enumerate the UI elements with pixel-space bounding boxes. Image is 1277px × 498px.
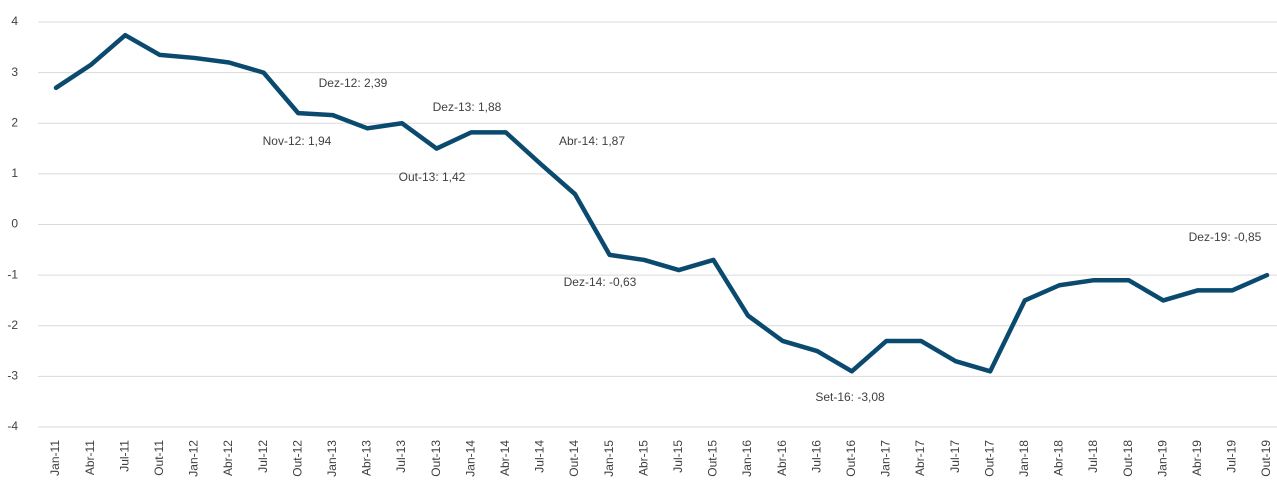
x-tick-label: Abr-16: [775, 440, 789, 476]
x-tick-label: Out-15: [706, 440, 720, 477]
x-tick-label: Jul-18: [1086, 440, 1100, 473]
y-tick-label: 1: [11, 166, 18, 180]
x-tick-label: Out-16: [844, 440, 858, 477]
y-tick-label: -4: [7, 419, 18, 433]
x-tick-label: Jan-14: [463, 440, 477, 477]
annotation: Dez-13: 1,88: [433, 100, 502, 114]
x-tick-label: Jul-19: [1225, 440, 1239, 473]
y-tick-label: 4: [11, 14, 18, 28]
x-tick-label: Abr-11: [83, 440, 97, 475]
annotation: Dez-19: -0,85: [1189, 230, 1262, 244]
x-tick-label: Abr-19: [1190, 440, 1204, 476]
x-tick-label: Jul-14: [533, 440, 547, 473]
y-tick-label: 2: [11, 115, 18, 129]
x-tick-label: Jan-12: [187, 440, 201, 477]
y-tick-label: -2: [7, 318, 18, 332]
x-tick-label: Out-19: [1259, 440, 1273, 477]
y-tick-label: -1: [7, 267, 18, 281]
x-tick-label: Out-18: [1121, 440, 1135, 477]
x-tick-label: Jul-15: [671, 440, 685, 473]
x-tick-label: Out-11: [152, 440, 166, 476]
annotation: Dez-12: 2,39: [319, 76, 388, 90]
x-tick-label: Jan-18: [1017, 440, 1031, 477]
x-tick-label: Jul-13: [394, 440, 408, 473]
y-tick-label: 0: [11, 217, 18, 231]
x-tick-label: Abr-15: [636, 440, 650, 476]
x-tick-label: Jan-11: [48, 440, 62, 476]
annotation: Set-16: -3,08: [815, 390, 885, 404]
annotation: Abr-14: 1,87: [559, 134, 625, 148]
x-tick-label: Jul-16: [809, 440, 823, 473]
data-line: [53, 32, 1270, 374]
y-tick-label: 3: [11, 65, 18, 79]
annotation: Nov-12: 1,94: [263, 134, 332, 148]
x-tick-label: Abr-14: [498, 440, 512, 476]
x-tick-label: Jan-19: [1155, 440, 1169, 477]
x-tick-label: Jan-15: [602, 440, 616, 477]
x-tick-label: Abr-12: [221, 440, 235, 476]
x-tick-label: Jan-16: [740, 440, 754, 477]
x-tick-label: Out-14: [567, 440, 581, 477]
x-tick-label: Jul-17: [948, 440, 962, 473]
x-tick-label: Jul-11: [117, 440, 131, 472]
x-tick-label: Abr-13: [360, 440, 374, 476]
x-tick-label: Out-17: [982, 440, 996, 477]
x-tick-label: Jul-12: [256, 440, 270, 473]
y-tick-label: -3: [7, 369, 18, 383]
x-tick-label: Jan-17: [879, 440, 893, 477]
annotation: Out-13: 1,42: [399, 170, 466, 184]
x-tick-label: Abr-17: [913, 440, 927, 476]
x-tick-label: Jan-13: [325, 440, 339, 477]
annotation: Dez-14: -0,63: [564, 275, 637, 289]
x-tick-label: Abr-18: [1052, 440, 1066, 476]
x-tick-label: Out-13: [429, 440, 443, 477]
x-tick-label: Out-12: [290, 440, 304, 477]
